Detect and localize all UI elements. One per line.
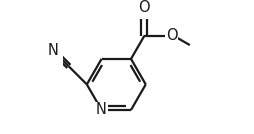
Text: N: N [96, 102, 107, 117]
Text: N: N [48, 43, 59, 58]
Text: O: O [166, 28, 177, 43]
Text: O: O [139, 0, 150, 15]
